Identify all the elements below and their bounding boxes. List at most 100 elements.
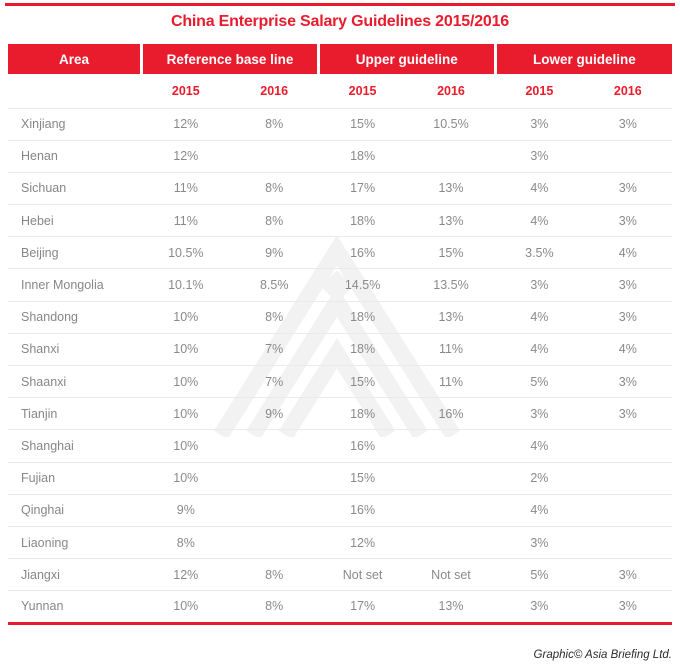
area-cell: Liaoning — [8, 526, 142, 560]
value-cell — [583, 140, 672, 173]
value-cell — [229, 140, 319, 173]
value-cell: 8% — [229, 590, 319, 625]
value-cell: 3% — [583, 558, 672, 592]
value-cell: 4% — [495, 429, 584, 463]
value-cell: 10% — [141, 301, 230, 334]
year-header: 2015 — [318, 74, 407, 109]
value-cell: 8% — [141, 526, 230, 560]
value-cell: 10% — [141, 397, 230, 431]
value-cell: 18% — [318, 301, 407, 334]
table-row: Qinghai 9% 16% 4% — [8, 494, 672, 527]
value-cell: 16% — [406, 397, 496, 431]
value-cell — [406, 429, 496, 463]
value-cell: 13% — [406, 590, 496, 625]
value-cell: 3% — [495, 397, 584, 431]
value-cell: 12% — [141, 108, 230, 141]
table-row: Fujian 10% 15% 2% — [8, 462, 672, 495]
table-row: Shanxi 10% 7% 18% 11% 4% 4% — [8, 333, 672, 367]
area-cell: Fujian — [8, 462, 142, 495]
value-cell: 4% — [495, 301, 584, 334]
area-cell: Henan — [8, 140, 142, 173]
value-cell: 17% — [318, 590, 407, 625]
area-cell: Jiangxi — [8, 558, 142, 592]
value-cell: 10.5% — [406, 108, 496, 141]
value-cell: 3% — [583, 268, 672, 302]
value-cell: 14.5% — [318, 268, 407, 302]
value-cell: 17% — [318, 172, 407, 206]
value-cell: 16% — [318, 236, 407, 270]
value-cell: 10% — [141, 333, 230, 367]
value-cell: 9% — [229, 397, 319, 431]
table-row: Inner Mongolia 10.1% 8.5% 14.5% 13.5% 3% 3% — [8, 268, 672, 302]
table-row: Liaoning 8% 12% 3% — [8, 526, 672, 560]
value-cell: 15% — [318, 108, 407, 141]
value-cell: 4% — [495, 494, 584, 527]
value-cell — [583, 526, 672, 560]
value-cell: 3% — [583, 397, 672, 431]
value-cell: 8% — [229, 558, 319, 592]
value-cell: 12% — [141, 558, 230, 592]
value-cell: 9% — [141, 494, 230, 527]
salary-guidelines-table: Area Reference base line Upper guideline… — [8, 44, 672, 625]
value-cell: 18% — [318, 204, 407, 238]
area-cell: Inner Mongolia — [8, 268, 142, 302]
table-row: Jiangxi 12% 8% Not set Not set 5% 3% — [8, 558, 672, 592]
table-row: Shanghai 10% 16% 4% — [8, 429, 672, 463]
table-row: Sichuan 11% 8% 17% 13% 4% 3% — [8, 172, 672, 206]
value-cell: 15% — [318, 462, 407, 495]
year-header: 2016 — [229, 74, 319, 109]
area-cell: Sichuan — [8, 172, 142, 206]
area-cell: Yunnan — [8, 590, 142, 625]
page-title: China Enterprise Salary Guidelines 2015/… — [170, 13, 510, 30]
table-row: Shandong 10% 8% 18% 13% 4% 3% — [8, 301, 672, 334]
value-cell: 4% — [495, 333, 584, 367]
value-cell: 18% — [318, 397, 407, 431]
value-cell: 3.5% — [495, 236, 584, 270]
year-header-row: 2015 2016 2015 2016 2015 2016 — [8, 74, 672, 109]
value-cell: 18% — [318, 140, 407, 173]
year-header: 2016 — [583, 74, 672, 109]
value-cell — [229, 494, 319, 527]
value-cell: 11% — [406, 333, 496, 367]
value-cell: 3% — [495, 590, 584, 625]
value-cell: 10% — [141, 462, 230, 495]
value-cell: 13.5% — [406, 268, 496, 302]
value-cell: 15% — [318, 365, 407, 399]
value-cell: 8% — [229, 204, 319, 238]
value-cell: 8% — [229, 172, 319, 206]
table-row: Tianjin 10% 9% 18% 16% 3% 3% — [8, 397, 672, 431]
value-cell: 3% — [495, 268, 584, 302]
year-header: 2016 — [406, 74, 496, 109]
value-cell: 9% — [229, 236, 319, 270]
year-header: 2015 — [141, 74, 230, 109]
value-cell — [583, 494, 672, 527]
value-cell: 11% — [141, 204, 230, 238]
value-cell: Not set — [406, 558, 496, 592]
value-cell: 7% — [229, 365, 319, 399]
value-cell: 7% — [229, 333, 319, 367]
value-cell — [229, 462, 319, 495]
value-cell: 13% — [406, 301, 496, 334]
area-cell: Shanghai — [8, 429, 142, 463]
column-header-area: Area — [8, 44, 142, 74]
value-cell: 3% — [583, 172, 672, 206]
area-cell: Shanxi — [8, 333, 142, 367]
graphic-credit: Graphic© Asia Briefing Ltd. — [533, 649, 672, 661]
table-row: Henan 12% 18% 3% — [8, 140, 672, 173]
value-cell: 13% — [406, 204, 496, 238]
value-cell: 5% — [495, 558, 584, 592]
value-cell — [406, 526, 496, 560]
value-cell: 2% — [495, 462, 584, 495]
value-cell: 11% — [406, 365, 496, 399]
area-cell: Xinjiang — [8, 108, 142, 141]
value-cell: 4% — [495, 204, 584, 238]
value-cell: 3% — [495, 140, 584, 173]
value-cell: 4% — [495, 172, 584, 206]
column-header-lower-guideline: Lower guideline — [493, 44, 672, 74]
value-cell: 3% — [583, 365, 672, 399]
value-cell: 3% — [583, 108, 672, 141]
value-cell: 3% — [583, 301, 672, 334]
value-cell: 12% — [318, 526, 407, 560]
group-header-row: Area Reference base line Upper guideline… — [8, 44, 672, 74]
value-cell — [229, 429, 319, 463]
